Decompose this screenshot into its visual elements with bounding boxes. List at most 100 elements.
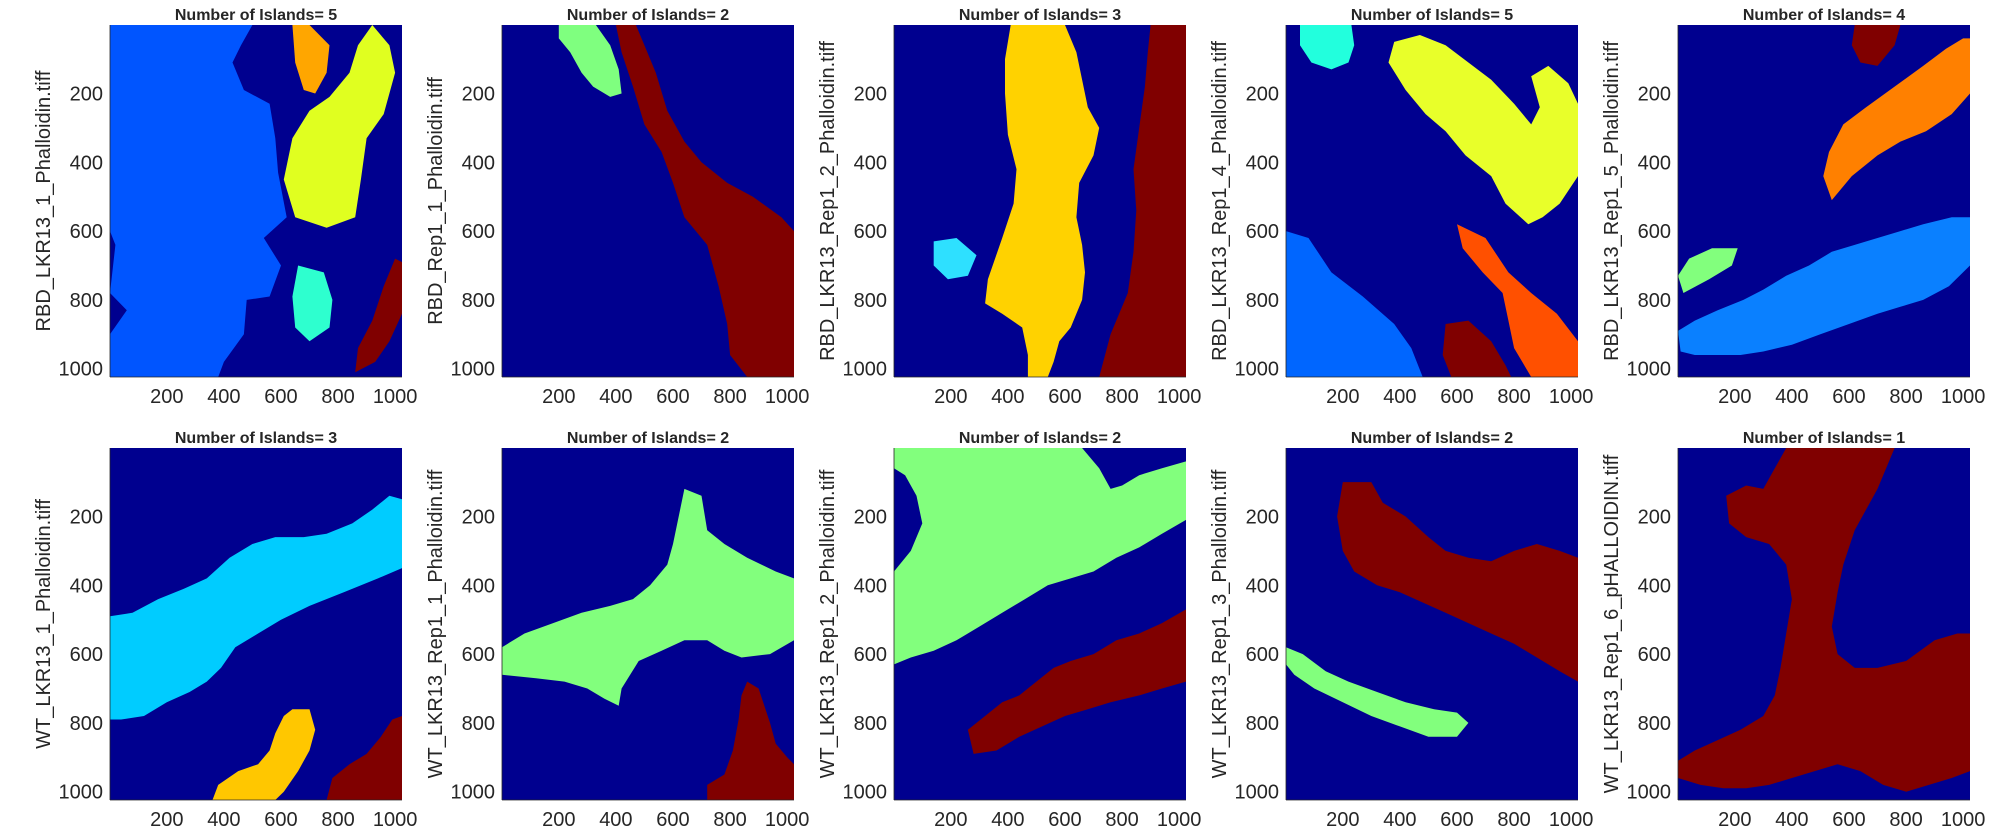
subplot-4: Number of Islands= 5 RBD_LKR13_Rep1_4_Pha… <box>1209 7 1593 408</box>
subplot-2: Number of Islands= 2 RBD_Rep1_1_Phalloidi… <box>425 7 809 408</box>
island-1 <box>985 25 1100 377</box>
y-tick-label: 600 <box>1246 644 1279 666</box>
y-tick-label: 400 <box>462 575 495 597</box>
subplot-title: Number of Islands= 2 <box>1351 430 1513 447</box>
islands-layer <box>1678 25 1970 355</box>
y-tick-label: 1000 <box>59 359 104 381</box>
island-1 <box>894 448 1186 665</box>
x-tick-label: 600 <box>264 809 297 831</box>
islands-layer <box>110 495 402 800</box>
island-2 <box>615 25 794 377</box>
y-tick-label: 1000 <box>451 782 496 804</box>
y-tick-label: 1000 <box>1235 359 1280 381</box>
y-tick-label: 1000 <box>1235 782 1280 804</box>
y-tick-label: 1000 <box>843 359 888 381</box>
y-tick-label: 400 <box>70 575 103 597</box>
x-tick-label: 1000 <box>1549 386 1594 408</box>
y-tick-label: 1000 <box>843 782 888 804</box>
y-tick-label: 200 <box>462 83 495 105</box>
y-tick-label: 800 <box>1246 290 1279 312</box>
y-tick-label: 400 <box>1638 152 1671 174</box>
x-tick-label: 800 <box>321 809 354 831</box>
x-tick-label: 1000 <box>373 809 418 831</box>
island-5 <box>1442 320 1512 377</box>
islands-layer <box>110 25 402 377</box>
x-tick-label: 600 <box>1832 809 1865 831</box>
y-tick-label: 600 <box>1638 221 1671 243</box>
y-tick-label: 200 <box>1246 83 1279 105</box>
island-3 <box>1678 248 1738 293</box>
y-tick-label: 800 <box>462 713 495 735</box>
y-tick-label: 600 <box>462 221 495 243</box>
y-axis-label: WT_LKR13_Rep1_6_pHALLOIDIN.tiff <box>1601 454 1623 793</box>
x-tick-label: 1000 <box>1157 809 1202 831</box>
subplot-9: Number of Islands= 2 WT_LKR13_Rep1_3_Phal… <box>1209 430 1593 831</box>
subplot-title: Number of Islands= 3 <box>175 430 337 447</box>
x-tick-label: 600 <box>656 809 689 831</box>
x-tick-label: 200 <box>542 809 575 831</box>
x-tick-label: 200 <box>542 386 575 408</box>
y-tick-label: 800 <box>854 290 887 312</box>
y-tick-label: 600 <box>1246 221 1279 243</box>
x-tick-label: 800 <box>1497 809 1530 831</box>
y-tick-label: 200 <box>70 506 103 528</box>
subplot-6: Number of Islands= 3 WT_LKR13_1_Phalloidi… <box>33 430 417 831</box>
x-tick-label: 200 <box>1718 809 1751 831</box>
x-tick-label: 400 <box>1383 386 1416 408</box>
islands-layer <box>558 25 794 377</box>
y-tick-label: 1000 <box>1627 782 1672 804</box>
island-1 <box>502 488 794 706</box>
x-tick-label: 600 <box>656 386 689 408</box>
subplot-1: Number of Islands= 5 RBD_LKR13_1_Phalloid… <box>33 7 417 408</box>
y-tick-label: 800 <box>1246 713 1279 735</box>
island-2 <box>967 609 1186 754</box>
y-tick-label: 200 <box>70 83 103 105</box>
y-tick-label: 200 <box>854 83 887 105</box>
x-tick-label: 1000 <box>765 809 810 831</box>
x-tick-label: 200 <box>1718 386 1751 408</box>
subplot-title: Number of Islands= 5 <box>175 7 337 24</box>
x-tick-label: 800 <box>713 386 746 408</box>
subplot-10: Number of Islands= 1 WT_LKR13_Rep1_6_pHAL… <box>1601 430 1985 831</box>
x-tick-label: 600 <box>1048 809 1081 831</box>
x-tick-label: 800 <box>1889 809 1922 831</box>
y-tick-label: 400 <box>854 152 887 174</box>
x-tick-label: 600 <box>1832 386 1865 408</box>
y-tick-label: 200 <box>1638 506 1671 528</box>
x-tick-label: 200 <box>934 809 967 831</box>
y-axis-label: WT_LKR13_Rep1_2_Phalloidin.tiff <box>817 469 839 778</box>
x-tick-label: 400 <box>1775 386 1808 408</box>
y-tick-label: 600 <box>462 644 495 666</box>
x-tick-label: 400 <box>599 386 632 408</box>
x-tick-label: 1000 <box>1941 386 1986 408</box>
x-tick-label: 800 <box>1105 386 1138 408</box>
x-tick-label: 800 <box>321 386 354 408</box>
y-axis-label: RBD_LKR13_Rep1_5_Phalloidin.tiff <box>1601 41 1623 361</box>
islands-layer <box>502 488 794 800</box>
x-tick-label: 400 <box>207 386 240 408</box>
island-2 <box>707 681 794 800</box>
subplot-title: Number of Islands= 5 <box>1351 7 1513 24</box>
x-tick-label: 200 <box>1326 386 1359 408</box>
y-axis-label: RBD_Rep1_1_Phalloidin.tiff <box>425 77 447 325</box>
islands-layer <box>894 448 1186 754</box>
island-1 <box>1300 25 1355 70</box>
y-tick-label: 800 <box>1638 290 1671 312</box>
island-1 <box>110 25 287 377</box>
island-2 <box>212 709 316 800</box>
island-2 <box>933 238 977 280</box>
y-tick-label: 400 <box>70 152 103 174</box>
y-tick-label: 800 <box>70 290 103 312</box>
x-tick-label: 200 <box>150 809 183 831</box>
y-tick-label: 200 <box>1246 506 1279 528</box>
island-3 <box>1457 224 1578 377</box>
y-tick-label: 600 <box>70 221 103 243</box>
island-4 <box>292 265 333 342</box>
y-axis-label: RBD_LKR13_Rep1_2_Phalloidin.tiff <box>817 41 839 361</box>
x-tick-label: 200 <box>150 386 183 408</box>
y-tick-label: 600 <box>1638 644 1671 666</box>
x-tick-label: 400 <box>991 386 1024 408</box>
y-tick-label: 400 <box>1246 152 1279 174</box>
x-tick-label: 600 <box>1440 386 1473 408</box>
x-tick-label: 1000 <box>1941 809 1986 831</box>
